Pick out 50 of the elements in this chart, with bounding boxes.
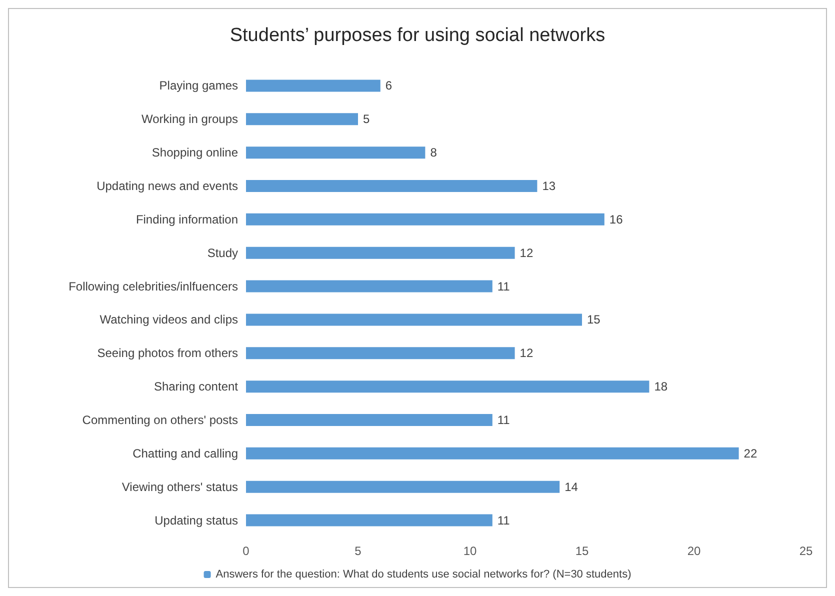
y-tick-label: Shopping online (152, 146, 238, 160)
y-tick-label: Following celebrities/inlfuencers (68, 279, 238, 294)
y-tick-label: Updating news and events (96, 179, 238, 193)
y-tick-label: Playing games (159, 78, 238, 93)
y-tick-label: Seeing photos from others (97, 346, 238, 360)
bar (246, 480, 560, 493)
chart-title: Students’ purposes for using social networks (230, 25, 606, 46)
y-tick-label: Commenting on others' posts (82, 413, 238, 427)
data-label: 12 (520, 346, 534, 360)
y-tick-label: Working in groups (142, 112, 238, 126)
bar (246, 280, 492, 292)
x-tick-label: 10 (463, 544, 477, 558)
bar (246, 80, 380, 92)
x-tick-label: 20 (687, 544, 701, 558)
data-label: 18 (654, 380, 668, 394)
data-label: 16 (609, 212, 624, 226)
data-label: 6 (385, 78, 392, 93)
y-tick-label: Viewing others' status (122, 480, 238, 494)
bar (246, 414, 492, 426)
bar (246, 113, 358, 126)
x-tick-label: 15 (575, 544, 589, 558)
y-tick-label: Sharing content (154, 380, 239, 394)
bar (246, 380, 650, 393)
data-label: 11 (497, 413, 510, 427)
bar (246, 146, 426, 159)
x-tick-label: 5 (354, 544, 362, 558)
data-label: 13 (542, 179, 556, 193)
data-label: 8 (430, 146, 438, 160)
data-label: 11 (497, 279, 510, 294)
bar (246, 314, 582, 326)
y-tick-label: Chatting and calling (132, 446, 238, 460)
data-label: 5 (363, 112, 370, 126)
bar (246, 213, 604, 226)
bar (246, 347, 515, 360)
data-label: 12 (520, 246, 534, 260)
y-tick-label: Updating status (154, 513, 238, 528)
data-label: 15 (587, 312, 601, 327)
bar (246, 514, 492, 526)
bar (246, 246, 515, 259)
x-tick-label: 0 (242, 544, 250, 558)
y-tick-label: Study (207, 246, 238, 260)
data-label: 11 (497, 513, 510, 528)
bar (246, 447, 739, 460)
legend-label: Answers for the question: What do students use social networks for? (N=30 students) (216, 568, 632, 580)
x-tick-label: 25 (799, 544, 813, 558)
y-tick-label: Finding information (136, 212, 238, 226)
data-label: 14 (564, 480, 578, 494)
y-tick-label: Watching videos and clips (100, 312, 238, 327)
data-label: 22 (744, 446, 758, 460)
bar (246, 180, 538, 192)
